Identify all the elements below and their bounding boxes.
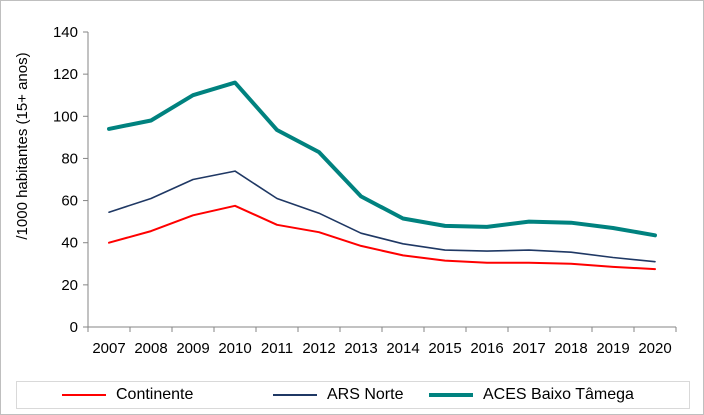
legend-item-aces-baixo-tamega: ACES Baixo Tâmega: [429, 382, 634, 408]
y-tick-label: 20: [61, 277, 78, 294]
y-tick-label: 60: [61, 193, 78, 210]
series-line-ars-norte: [108, 170, 656, 263]
legend: Continente ARS Norte ACES Baixo Tâmega: [16, 381, 690, 409]
legend-label-aces-baixo-tamega: ACES Baixo Tâmega: [483, 386, 634, 403]
series-line-aces-baixo-tamega: [107, 80, 657, 238]
x-tick-label: 2018: [554, 340, 587, 357]
x-tick-label: 2017: [512, 340, 545, 357]
series-lines: [107, 80, 657, 271]
y-tick-label: 80: [61, 150, 78, 167]
x-tick-label: 2009: [176, 340, 209, 357]
x-tick-label: 2020: [638, 340, 671, 357]
x-tick-label: 2010: [218, 340, 251, 357]
legend-label-continente: Continente: [116, 386, 194, 403]
x-tick-label: 2007: [92, 340, 125, 357]
y-tick-labels: 0 20 40 60 80 100 120 140: [53, 24, 78, 336]
y-axis-label: /1000 habitantes (15+ anos): [14, 52, 31, 239]
legend-label-ars-norte: ARS Norte: [327, 386, 404, 403]
legend-item-ars-norte: ARS Norte: [273, 382, 403, 408]
y-tick-label: 40: [61, 235, 78, 252]
x-tick-label: 2013: [344, 340, 377, 357]
legend-swatch-ars-norte: [273, 394, 317, 396]
x-tick-labels: 2007 2008 2009 2010 2011 2012 2013 2014 2015 2016…: [92, 340, 671, 357]
y-tick-label: 100: [53, 108, 78, 125]
x-tick-label: 2016: [470, 340, 503, 357]
x-tick-label: 2014: [386, 340, 419, 357]
y-tick-label: 120: [53, 66, 78, 83]
x-tick-label: 2008: [134, 340, 167, 357]
legend-swatch-continente: [62, 394, 106, 396]
axes: [83, 31, 677, 332]
y-tick-label: 0: [70, 319, 78, 336]
x-tick-label: 2019: [596, 340, 629, 357]
legend-swatch-aces-baixo-tamega: [429, 393, 473, 397]
series-line-continente: [108, 204, 656, 271]
x-tick-label: 2012: [302, 340, 335, 357]
y-tick-label: 140: [53, 24, 78, 41]
x-tick-label: 2015: [428, 340, 461, 357]
legend-item-continente: Continente: [62, 382, 193, 408]
x-tick-label: 2011: [261, 340, 293, 357]
